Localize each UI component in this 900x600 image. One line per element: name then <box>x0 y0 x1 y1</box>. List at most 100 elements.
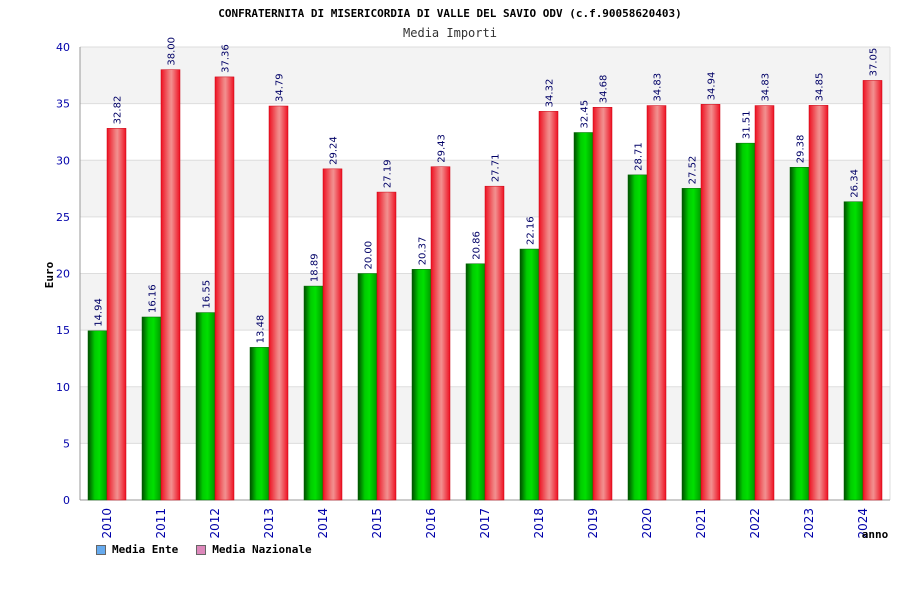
value-label: 13.48 <box>256 315 267 344</box>
x-tick-label: 2018 <box>532 508 546 539</box>
value-label: 20.86 <box>472 231 483 260</box>
bar-media-ente <box>681 188 702 501</box>
value-label: 29.24 <box>329 136 340 165</box>
bar-media-nazionale <box>538 111 559 501</box>
value-label: 34.85 <box>815 73 826 102</box>
bar-media-nazionale <box>862 80 883 501</box>
x-tick-label: 2022 <box>748 508 762 539</box>
value-label: 34.83 <box>761 73 772 102</box>
value-label: 28.71 <box>634 142 645 171</box>
value-label: 27.19 <box>383 159 394 188</box>
value-label: 16.55 <box>202 280 213 309</box>
bar-media-ente <box>87 330 108 501</box>
bar-media-nazionale <box>646 105 667 501</box>
x-tick-label: 2017 <box>478 508 492 539</box>
bar-media-nazionale <box>268 105 289 501</box>
x-axis-label: anno <box>862 528 889 541</box>
value-label: 18.89 <box>310 253 321 282</box>
chart-subtitle: Media Importi <box>403 26 497 40</box>
y-axis-label: Euro <box>43 261 56 288</box>
value-label: 34.32 <box>545 79 556 108</box>
legend-item-media-ente: Media Ente <box>96 543 178 556</box>
value-labels-group: 14.94 32.82 16.16 38.00 16.55 37.36 13.48 34.79… <box>94 37 880 343</box>
bar-media-nazionale <box>700 104 721 501</box>
y-tick-label: 30 <box>56 154 70 167</box>
bar-media-ente <box>735 142 756 501</box>
bar-media-nazionale <box>808 105 829 501</box>
bar-media-ente <box>843 201 864 501</box>
bar-media-nazionale <box>214 76 235 501</box>
value-label: 37.36 <box>221 44 232 73</box>
value-label: 27.71 <box>491 154 502 183</box>
bar-media-ente <box>465 263 486 501</box>
bar-media-ente <box>249 347 270 501</box>
x-tick-label: 2016 <box>424 508 438 539</box>
x-tick-label: 2011 <box>154 508 168 539</box>
y-tick-label: 10 <box>56 381 70 394</box>
value-label: 34.83 <box>653 73 664 102</box>
bar-media-nazionale <box>592 106 613 501</box>
legend-label-media-ente: Media Ente <box>112 543 179 556</box>
chart-title: CONFRATERNITA DI MISERICORDIA DI VALLE D… <box>218 7 682 20</box>
x-tick-label: 2021 <box>694 508 708 539</box>
y-tick-label: 5 <box>63 437 70 450</box>
value-label: 27.52 <box>688 156 699 185</box>
bar-media-nazionale <box>754 105 775 501</box>
value-label: 34.68 <box>599 75 610 104</box>
bar-media-ente <box>573 132 594 501</box>
y-tick-label: 15 <box>56 324 70 337</box>
y-tick-label: 0 <box>63 494 70 507</box>
value-label: 20.00 <box>364 241 375 270</box>
bar-media-ente <box>357 273 378 501</box>
value-label: 34.79 <box>275 73 286 102</box>
value-label: 37.05 <box>869 48 880 77</box>
value-label: 32.82 <box>113 96 124 125</box>
legend-swatch-media-nazionale <box>196 544 207 555</box>
bar-media-ente <box>789 167 810 501</box>
bar-media-nazionale <box>106 128 127 501</box>
bar-media-ente <box>627 174 648 501</box>
x-tick-label: 2010 <box>100 508 114 539</box>
value-label: 26.34 <box>850 169 861 198</box>
legend-label-media-nazionale: Media Nazionale <box>212 543 312 556</box>
x-tick-label: 2024 <box>856 508 870 539</box>
legend-item-media-nazionale: Media Nazionale <box>196 543 312 556</box>
y-tick-label: 20 <box>56 268 70 281</box>
bar-media-nazionale <box>322 168 343 501</box>
value-label: 29.43 <box>437 134 448 163</box>
bars-group <box>87 69 883 501</box>
value-label: 38.00 <box>167 37 178 66</box>
x-tick-labels: 2010 2011 2012 2013 2014 2015 2016 2017 2018 2019… <box>100 508 870 539</box>
x-tick-label: 2014 <box>316 508 330 539</box>
value-label: 31.51 <box>742 111 753 140</box>
legend: Media Ente Media Nazionale <box>96 543 312 556</box>
x-tick-label: 2019 <box>586 508 600 539</box>
x-tick-label: 2020 <box>640 508 654 539</box>
value-label: 14.94 <box>94 298 105 327</box>
value-label: 16.16 <box>148 284 159 313</box>
y-tick-labels: 0 5 10 15 20 25 30 35 40 <box>56 41 70 507</box>
bar-media-ente <box>195 312 216 501</box>
y-tick-label: 25 <box>56 211 70 224</box>
bar-media-nazionale <box>430 166 451 501</box>
value-label: 29.38 <box>796 135 807 164</box>
value-label: 22.16 <box>526 216 537 245</box>
legend-swatch-media-ente <box>96 544 106 555</box>
value-label: 20.37 <box>418 237 429 266</box>
value-label: 34.94 <box>707 72 718 101</box>
x-tick-label: 2012 <box>208 508 222 539</box>
bar-media-nazionale <box>376 191 397 501</box>
value-label: 32.45 <box>580 100 591 129</box>
bar-media-ente <box>303 285 324 501</box>
bar-media-nazionale <box>484 185 505 501</box>
bar-media-ente <box>411 269 432 501</box>
y-tick-label: 40 <box>56 41 70 54</box>
x-tick-label: 2015 <box>370 508 384 539</box>
y-tick-label: 35 <box>56 98 70 111</box>
x-tick-label: 2023 <box>802 508 816 539</box>
bar-media-nazionale <box>160 69 181 501</box>
bar-media-ente <box>141 316 162 501</box>
x-tick-label: 2013 <box>262 508 276 539</box>
bar-media-ente <box>519 248 540 501</box>
